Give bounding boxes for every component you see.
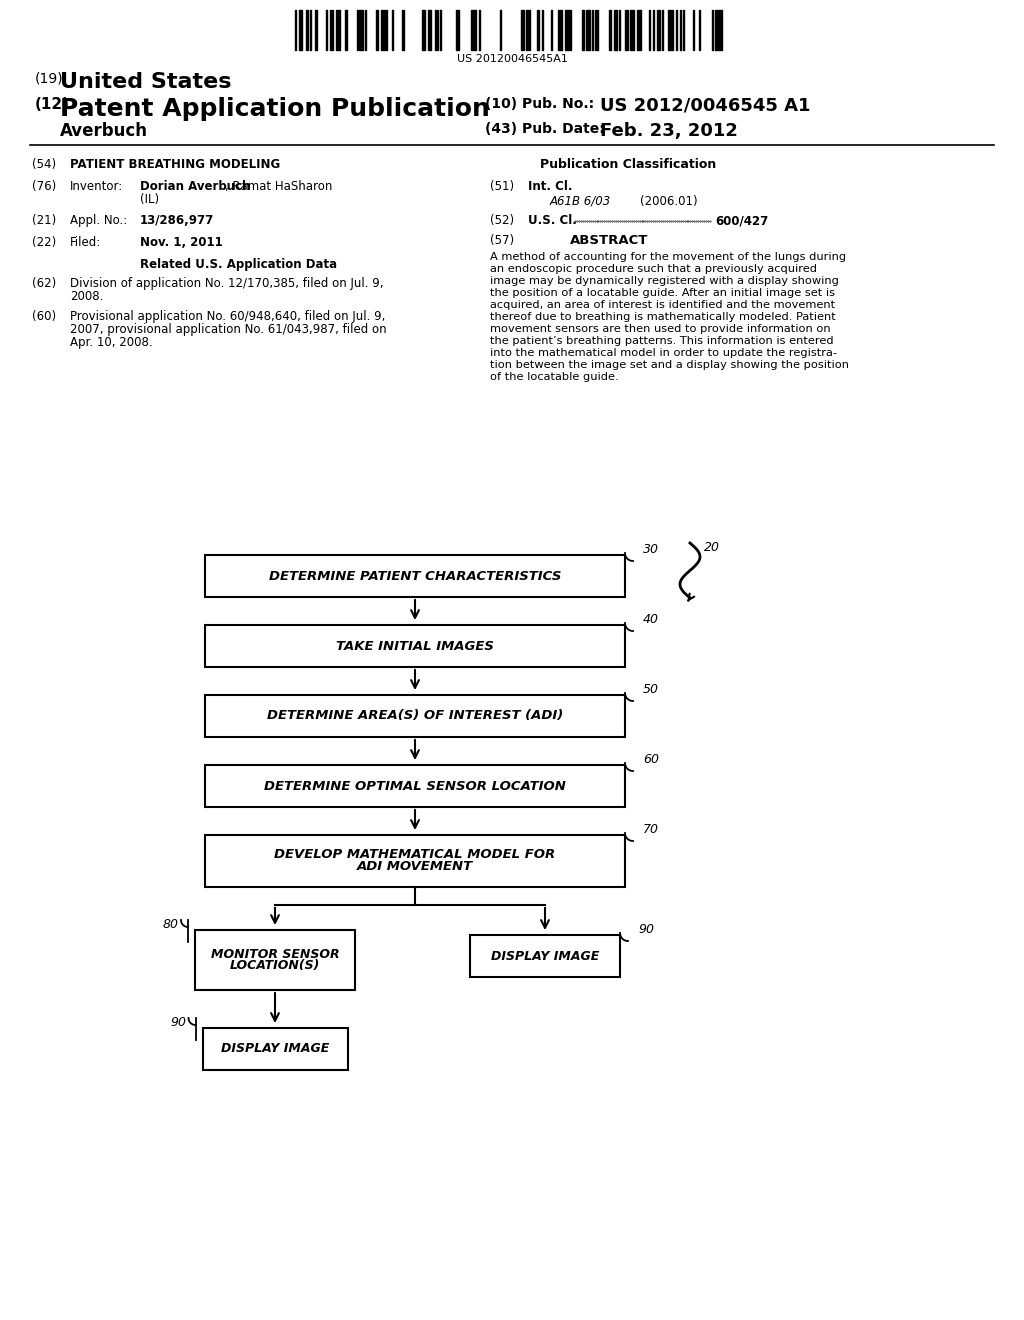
Text: U.S. Cl.: U.S. Cl. [528, 214, 577, 227]
Text: ADI MOVEMENT: ADI MOVEMENT [357, 861, 473, 874]
Text: Int. Cl.: Int. Cl. [528, 180, 572, 193]
Text: (62): (62) [32, 277, 56, 290]
Text: DETERMINE PATIENT CHARACTERISTICS: DETERMINE PATIENT CHARACTERISTICS [269, 569, 561, 582]
Text: (21): (21) [32, 214, 56, 227]
Text: (19): (19) [35, 73, 63, 86]
FancyBboxPatch shape [205, 696, 625, 737]
FancyBboxPatch shape [195, 931, 355, 990]
Text: Averbuch: Averbuch [60, 121, 148, 140]
Text: Nov. 1, 2011: Nov. 1, 2011 [140, 236, 223, 249]
Text: A61B 6/03: A61B 6/03 [550, 195, 611, 209]
FancyBboxPatch shape [205, 624, 625, 667]
Text: US 2012/0046545 A1: US 2012/0046545 A1 [600, 96, 811, 115]
Text: (76): (76) [32, 180, 56, 193]
Text: MONITOR SENSOR: MONITOR SENSOR [211, 948, 339, 961]
Text: (10) Pub. No.:: (10) Pub. No.: [485, 96, 594, 111]
Text: A method of accounting for the movement of the lungs during: A method of accounting for the movement … [490, 252, 846, 261]
Text: image may be dynamically registered with a display showing: image may be dynamically registered with… [490, 276, 839, 286]
Text: Division of application No. 12/170,385, filed on Jul. 9,: Division of application No. 12/170,385, … [70, 277, 384, 290]
Text: (IL): (IL) [140, 193, 159, 206]
FancyBboxPatch shape [205, 766, 625, 807]
FancyBboxPatch shape [205, 836, 625, 887]
Text: 50: 50 [643, 682, 659, 696]
Text: Publication Classification: Publication Classification [540, 158, 716, 172]
Text: movement sensors are then used to provide information on: movement sensors are then used to provid… [490, 323, 830, 334]
Text: into the mathematical model in order to update the registra-: into the mathematical model in order to … [490, 348, 837, 358]
FancyBboxPatch shape [205, 554, 625, 597]
Text: (57): (57) [490, 234, 514, 247]
Text: 90: 90 [171, 1016, 186, 1030]
Text: , Ramat HaSharon: , Ramat HaSharon [225, 180, 333, 193]
Text: (60): (60) [32, 310, 56, 323]
Text: of the locatable guide.: of the locatable guide. [490, 372, 618, 381]
Text: the position of a locatable guide. After an initial image set is: the position of a locatable guide. After… [490, 288, 835, 298]
Text: 40: 40 [643, 612, 659, 626]
Text: Provisional application No. 60/948,640, filed on Jul. 9,: Provisional application No. 60/948,640, … [70, 310, 385, 323]
Text: 2008.: 2008. [70, 290, 103, 304]
Text: 60: 60 [643, 752, 659, 766]
Text: thereof due to breathing is mathematically modeled. Patient: thereof due to breathing is mathematical… [490, 312, 836, 322]
Text: DETERMINE OPTIMAL SENSOR LOCATION: DETERMINE OPTIMAL SENSOR LOCATION [264, 780, 566, 792]
Text: (52): (52) [490, 214, 514, 227]
Text: 20: 20 [705, 541, 720, 554]
Text: 13/286,977: 13/286,977 [140, 214, 214, 227]
Text: (51): (51) [490, 180, 514, 193]
Text: (12): (12) [35, 96, 70, 112]
Text: Appl. No.:: Appl. No.: [70, 214, 127, 227]
Text: United States: United States [60, 73, 231, 92]
Text: Filed:: Filed: [70, 236, 101, 249]
Text: Related U.S. Application Data: Related U.S. Application Data [140, 257, 337, 271]
Text: PATIENT BREATHING MODELING: PATIENT BREATHING MODELING [70, 158, 281, 172]
Text: the patient’s breathing patterns. This information is entered: the patient’s breathing patterns. This i… [490, 337, 834, 346]
Text: Dorian Averbuch: Dorian Averbuch [140, 180, 251, 193]
Text: DISPLAY IMAGE: DISPLAY IMAGE [490, 949, 599, 962]
Text: 600/427: 600/427 [715, 214, 768, 227]
Text: ABSTRACT: ABSTRACT [570, 234, 648, 247]
Text: 2007, provisional application No. 61/043,987, filed on: 2007, provisional application No. 61/043… [70, 323, 387, 337]
Text: 30: 30 [643, 543, 659, 556]
Text: Patent Application Publication: Patent Application Publication [60, 96, 489, 121]
Text: acquired, an area of interest is identified and the movement: acquired, an area of interest is identif… [490, 300, 836, 310]
Text: 90: 90 [638, 923, 654, 936]
Text: DETERMINE AREA(S) OF INTEREST (ADI): DETERMINE AREA(S) OF INTEREST (ADI) [267, 710, 563, 722]
Text: LOCATION(S): LOCATION(S) [229, 960, 321, 973]
Text: (2006.01): (2006.01) [640, 195, 697, 209]
Text: (43) Pub. Date:: (43) Pub. Date: [485, 121, 605, 136]
Text: DEVELOP MATHEMATICAL MODEL FOR: DEVELOP MATHEMATICAL MODEL FOR [274, 849, 556, 862]
Text: 80: 80 [163, 917, 179, 931]
Text: DISPLAY IMAGE: DISPLAY IMAGE [221, 1043, 329, 1056]
Text: Apr. 10, 2008.: Apr. 10, 2008. [70, 337, 153, 348]
Text: an endoscopic procedure such that a previously acquired: an endoscopic procedure such that a prev… [490, 264, 817, 275]
Text: (54): (54) [32, 158, 56, 172]
Text: Feb. 23, 2012: Feb. 23, 2012 [600, 121, 738, 140]
Text: Inventor:: Inventor: [70, 180, 123, 193]
Text: (22): (22) [32, 236, 56, 249]
Text: 70: 70 [643, 822, 659, 836]
Text: tion between the image set and a display showing the position: tion between the image set and a display… [490, 360, 849, 370]
Text: US 20120046545A1: US 20120046545A1 [457, 54, 567, 63]
Text: TAKE INITIAL IMAGES: TAKE INITIAL IMAGES [336, 639, 494, 652]
FancyBboxPatch shape [203, 1028, 347, 1071]
FancyBboxPatch shape [470, 935, 620, 977]
